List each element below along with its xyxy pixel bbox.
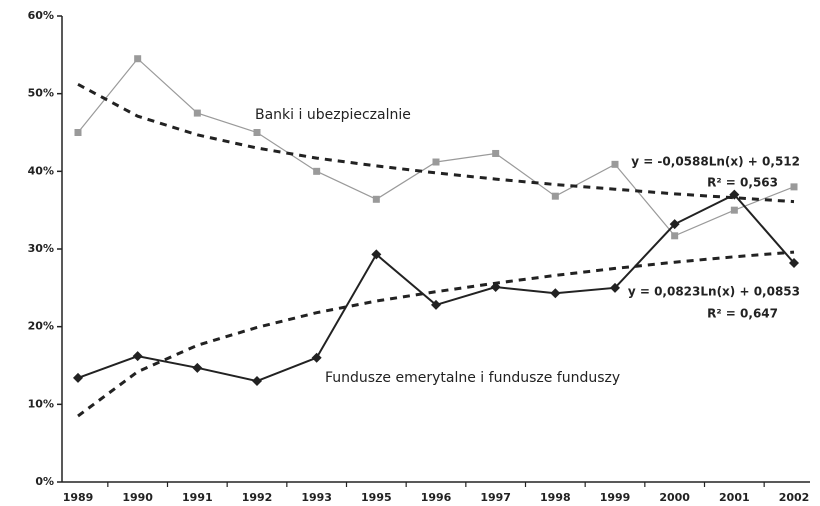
- point: [432, 158, 440, 166]
- point: [669, 219, 680, 230]
- y-tick-label: 60%: [28, 9, 54, 22]
- x-tick-label: 1999: [600, 491, 631, 504]
- series-label: Fundusze emerytalne i fundusze funduszy: [325, 370, 620, 386]
- point: [550, 288, 561, 299]
- y-tick-label: 40%: [28, 164, 54, 177]
- point: [431, 299, 441, 310]
- series-line: [77, 57, 795, 237]
- series-label: Banki i ubezpieczalnie: [255, 107, 411, 123]
- x-tick-label: 1993: [301, 491, 332, 504]
- x-tick-label: 1990: [122, 491, 153, 504]
- x-tick-label: 1997: [480, 491, 511, 504]
- x-tick-label: 1998: [540, 491, 571, 504]
- trend-equation: y = -0,0588Ln(x) + 0,512: [631, 155, 800, 169]
- x-tick-label: 2000: [659, 491, 690, 504]
- point: [371, 249, 382, 260]
- x-tick-label: 1991: [182, 491, 213, 504]
- point: [134, 55, 142, 63]
- point: [192, 362, 203, 373]
- point: [73, 372, 83, 383]
- point: [74, 129, 82, 136]
- y-tick-label: 20%: [28, 320, 54, 333]
- point: [730, 206, 738, 214]
- trend-r2: R² = 0,563: [707, 176, 778, 190]
- point: [252, 376, 262, 387]
- x-tick-label: 1996: [421, 491, 452, 504]
- point: [790, 183, 798, 191]
- x-tick-label: 2001: [719, 491, 750, 504]
- y-tick-label: 30%: [28, 242, 54, 255]
- x-tick-label: 1989: [63, 491, 94, 504]
- point: [611, 160, 619, 168]
- point: [132, 351, 143, 362]
- point: [253, 129, 261, 136]
- point: [671, 232, 679, 240]
- x-tick-label: 1992: [242, 491, 273, 504]
- point: [193, 109, 201, 117]
- point: [311, 352, 322, 363]
- point: [492, 149, 500, 157]
- point: [551, 192, 559, 200]
- x-tick-label: 2002: [779, 491, 810, 504]
- trend-equation: y = 0,0823Ln(x) + 0,0853: [628, 285, 800, 299]
- trend-line: [77, 250, 795, 418]
- x-tick-label: 1995: [361, 491, 392, 504]
- y-tick-label: 50%: [28, 87, 54, 100]
- y-tick-label: 0%: [35, 475, 54, 488]
- point: [610, 282, 620, 293]
- point: [789, 257, 799, 268]
- point: [372, 195, 380, 203]
- y-tick-label: 10%: [28, 397, 54, 410]
- point: [313, 167, 321, 175]
- trend-r2: R² = 0,647: [707, 307, 778, 321]
- trend-line: [77, 83, 795, 204]
